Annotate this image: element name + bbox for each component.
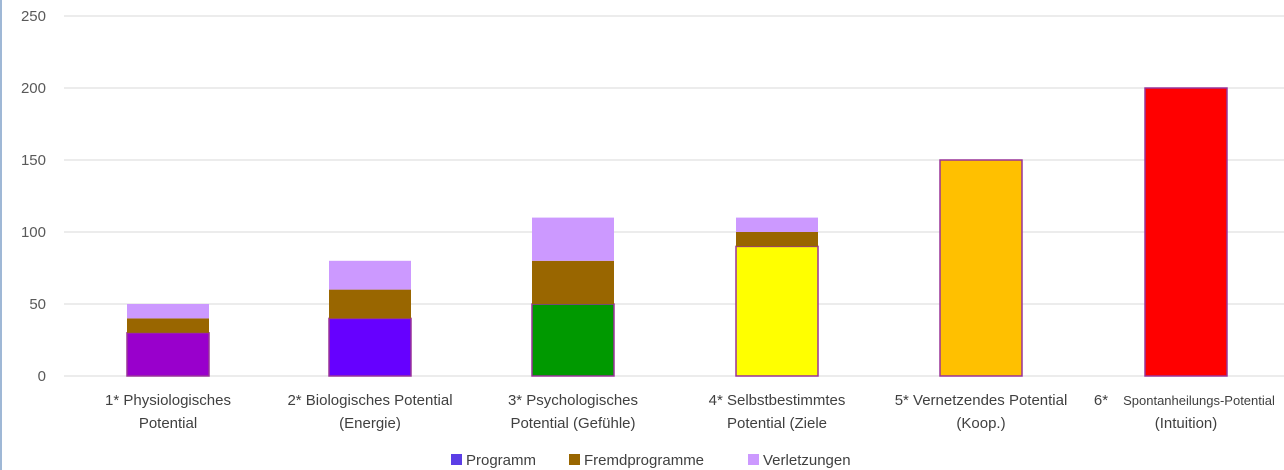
y-tick-label-150: 150 [21,152,46,169]
bars [126,87,1228,377]
legend-swatch-verletzungen [748,454,759,465]
bar-fremdprogramme-3 [532,260,614,304]
bar-programm-4 [735,245,819,377]
bar-verletzungen-4 [736,217,818,232]
category-label-3-line1: 3* Psychologisches [508,392,638,409]
legend-label-programm: Programm [466,452,536,469]
bar-programm-6 [1144,87,1228,377]
y-tick-label-250: 250 [21,8,46,25]
category-label-3-line2: Potential (Gefühle) [510,415,635,432]
category-label-6-number: 6* [1094,392,1108,409]
legend-swatch-fremdprogramme [569,454,580,465]
bar-programm-5 [939,159,1023,377]
legend-label-fremdprogramme: Fremdprogramme [584,452,704,469]
category-label-2-line2: (Energie) [339,415,401,432]
y-tick-label-50: 50 [29,296,46,313]
category-label-4-line1: 4* Selbstbestimmtes [709,392,846,409]
category-label-6-line2: (Intuition) [1155,415,1218,432]
legend-swatch-programm [451,454,462,465]
category-label-1-line2: Potential [139,415,197,432]
bar-fremdprogramme-4 [736,232,818,247]
legend-label-verletzungen: Verletzungen [763,452,851,469]
category-label-6-line1: Spontanheilungs-Potential [1123,393,1275,408]
bar-verletzungen-2 [329,260,411,290]
y-tick-label-100: 100 [21,224,46,241]
bar-verletzungen-3 [532,217,614,261]
category-label-2-line1: 2* Biologisches Potential [287,392,452,409]
x-axis-category-labels: 1* Physiologisches Potential 2* Biologisch… [105,392,1275,432]
category-label-4-line2: Potential (Ziele [727,415,827,432]
category-label-5-line2: (Koop.) [956,415,1005,432]
legend: Programm Fremdprogramme Verletzungen [451,452,851,469]
gridlines [64,15,1284,377]
bar-programm-2 [328,317,412,377]
bar-fremdprogramme-1 [127,318,209,333]
bar-programm-3 [531,303,615,377]
category-label-5-line1: 5* Vernetzendes Potential [895,392,1068,409]
category-label-1-line1: 1* Physiologisches [105,392,231,409]
bar-programm-1 [126,332,210,377]
y-tick-label-200: 200 [21,80,46,97]
y-tick-label-0: 0 [38,368,46,385]
bar-verletzungen-1 [127,304,209,319]
bar-fremdprogramme-2 [329,289,411,319]
y-axis-tick-labels: 0 50 100 150 200 250 [21,8,46,385]
